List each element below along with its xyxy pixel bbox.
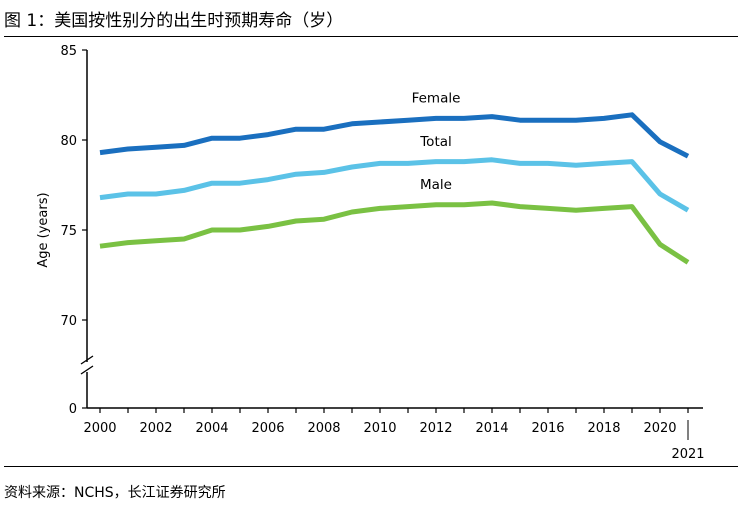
bottom-rule (4, 466, 738, 467)
x-tick-label: 2004 (195, 421, 228, 436)
x-tick-label: 2016 (531, 421, 564, 436)
y-tick-label: 80 (60, 134, 77, 149)
series-line-total (99, 157, 690, 213)
x-tick-label: 2006 (251, 421, 284, 436)
x-tick-label: 2021 (671, 447, 704, 462)
y-tick-label: 75 (60, 224, 77, 239)
series-label-male: Male (420, 177, 452, 193)
axis-break-mark (80, 365, 94, 375)
axis-break-mark (80, 355, 94, 365)
x-tick-label: 2014 (475, 421, 508, 436)
x-tick-label: 2002 (139, 421, 172, 436)
series-label-female: Female (412, 91, 461, 107)
x-tick-label: 2008 (307, 421, 340, 436)
top-rule (4, 36, 738, 37)
chart-series (99, 112, 690, 265)
chart-labels: Female Total Male (412, 91, 461, 193)
y-tick-label: 85 (60, 44, 77, 59)
series-label-total: Total (419, 134, 452, 150)
x-tick-label: 2012 (419, 421, 452, 436)
y-axis-title: Age (years) (36, 192, 51, 267)
x-tick-label: 2018 (587, 421, 620, 436)
series-line-female (99, 112, 690, 159)
figure-title: 图 1：美国按性别分的出生时预期寿命（岁） (4, 11, 344, 31)
x-tick-label: 2020 (643, 421, 676, 436)
series-line-male (99, 200, 690, 265)
x-tick-label: 2000 (83, 421, 116, 436)
x-tick-label: 2010 (363, 421, 396, 436)
source-note: 资料来源：NCHS，长江证券研究所 (4, 485, 226, 501)
y-tick-label: 70 (60, 314, 77, 329)
y-tick-label: 0 (69, 402, 77, 417)
chart-axes: 85 80 75 70 0 Age (years) 2000 2002 2004 2006 2008… (36, 44, 705, 462)
